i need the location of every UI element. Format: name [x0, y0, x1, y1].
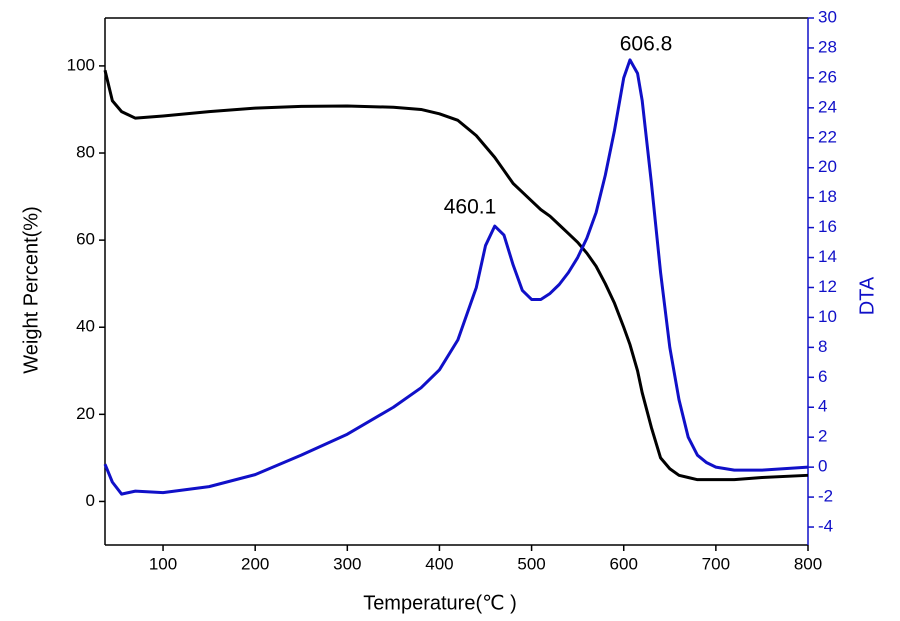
x-tick-label: 500	[517, 554, 545, 573]
y2-axis-label: DTA	[856, 276, 878, 315]
y2-tick-label: 6	[818, 367, 827, 386]
x-tick-label: 400	[425, 554, 453, 573]
y2-tick-label: 2	[818, 427, 827, 446]
y2-tick-label: 8	[818, 337, 827, 356]
x-tick-label: 700	[702, 554, 730, 573]
y-tick-label: 100	[67, 55, 95, 74]
x-tick-label: 300	[333, 554, 361, 573]
y-tick-label: 40	[76, 317, 95, 336]
x-tick-label: 800	[794, 554, 822, 573]
x-tick-label: 600	[610, 554, 638, 573]
y-tick-label: 80	[76, 143, 95, 162]
y2-tick-label: 20	[818, 157, 837, 176]
y-tick-label: 0	[86, 491, 95, 510]
y2-tick-label: 30	[818, 7, 837, 26]
x-tick-label: 100	[149, 554, 177, 573]
y2-tick-label: 0	[818, 457, 827, 476]
y2-tick-label: -4	[818, 517, 833, 536]
y2-tick-label: 14	[818, 247, 837, 266]
y2-tick-label: 28	[818, 37, 837, 56]
x-tick-label: 200	[241, 554, 269, 573]
peak-annotation: 460.1	[444, 196, 497, 219]
y2-tick-label: 24	[818, 97, 837, 116]
y-tick-label: 20	[76, 404, 95, 423]
y2-tick-label: 10	[818, 307, 837, 326]
y-tick-label: 60	[76, 230, 95, 249]
y2-tick-label: 16	[818, 217, 837, 236]
y2-tick-label: 26	[818, 67, 837, 86]
data-line	[103, 69, 809, 482]
y2-tick-label: 4	[818, 397, 827, 416]
data-line	[103, 58, 809, 496]
y-axis-label: Weight Percent(%)	[20, 206, 42, 373]
x-axis-label: Temperature(℃ )	[363, 592, 517, 614]
y2-tick-label: 12	[818, 277, 837, 296]
peak-annotation: 606.8	[620, 33, 673, 56]
y2-tick-label: 18	[818, 187, 837, 206]
y2-tick-label: -2	[818, 487, 833, 506]
y2-tick-label: 22	[818, 127, 837, 146]
